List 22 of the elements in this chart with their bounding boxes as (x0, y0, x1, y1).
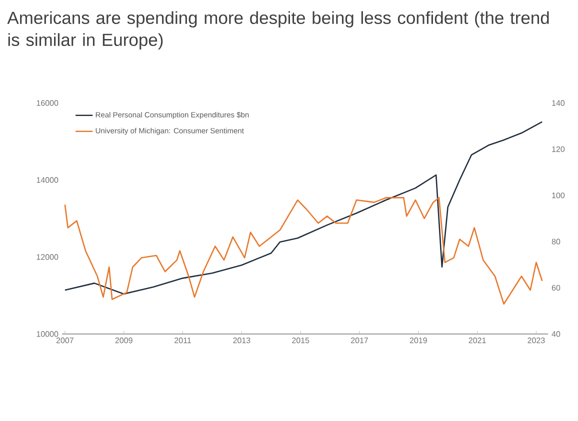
x-tick-label: 2017 (351, 338, 368, 344)
line-series (64, 121, 543, 295)
line-series (64, 197, 543, 305)
y2-tick-label: 140 (552, 100, 565, 106)
y-tick-label: 14000 (36, 177, 58, 183)
x-tick-label: 2011 (174, 338, 191, 344)
y2-tick-label: 120 (552, 146, 565, 152)
x-tick-label: 2013 (233, 338, 250, 344)
y-tick-label: 12000 (36, 254, 58, 260)
y-tick-label: 10000 (36, 331, 58, 337)
x-tick-label: 2015 (292, 338, 310, 344)
x-tick-label: 2007 (56, 338, 74, 344)
y2-tick-label: 40 (552, 331, 560, 337)
y2-tick-label: 60 (552, 284, 560, 291)
y2-tick-label: 80 (552, 238, 560, 244)
x-tick-label: 2023 (528, 338, 545, 344)
chart-title: Americans are spending more despite being less confident (the trend is similar in Europe) (7, 11, 549, 50)
y2-tick-label: 100 (552, 192, 565, 198)
x-tick-label: 2009 (115, 338, 132, 344)
y-tick-label: 16000 (36, 100, 58, 106)
x-tick-label: 2021 (468, 338, 486, 344)
x-tick-label: 2019 (410, 338, 427, 344)
